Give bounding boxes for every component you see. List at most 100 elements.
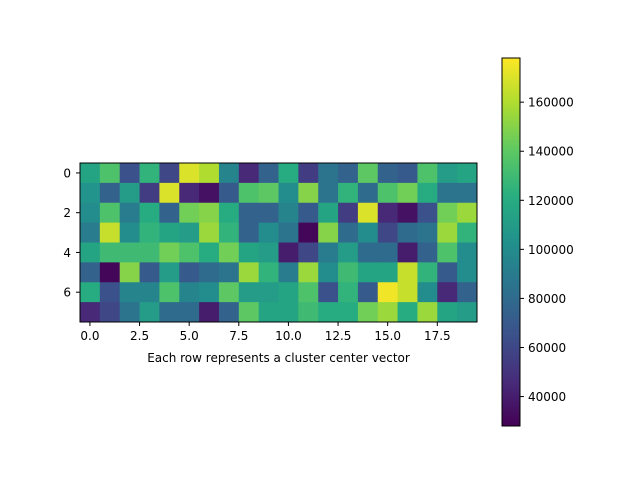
heatmap-cell — [99, 163, 121, 184]
heatmap-cell — [258, 163, 279, 184]
heatmap-cell — [139, 302, 160, 323]
y-tick-label: 6 — [63, 286, 71, 300]
heatmap-cell — [179, 163, 200, 184]
heatmap-cell — [357, 182, 379, 204]
heatmap-cell — [119, 182, 140, 204]
heatmap-cell — [457, 163, 478, 184]
heatmap-cell — [357, 302, 379, 323]
heatmap-cell — [99, 282, 121, 303]
heatmap-cell — [258, 242, 279, 263]
heatmap-cell — [357, 202, 379, 224]
heatmap-cell — [119, 242, 140, 263]
heatmap-cell — [318, 222, 339, 243]
heatmap-cell — [258, 222, 279, 243]
heatmap-cell — [377, 163, 398, 184]
heatmap-cell — [80, 282, 101, 303]
y-tick-label: 0 — [63, 166, 71, 180]
heatmap-cell — [457, 182, 478, 204]
heatmap-cell — [377, 282, 398, 303]
heatmap-cell — [338, 222, 359, 243]
heatmap-cell — [80, 262, 101, 283]
heatmap-cell — [139, 202, 160, 224]
heatmap-cell — [258, 182, 279, 204]
heatmap-cell — [258, 262, 279, 283]
heatmap-cell — [159, 282, 180, 303]
heatmap-cell — [139, 222, 160, 243]
heatmap-cell — [199, 222, 220, 243]
heatmap-cell — [338, 163, 359, 184]
heatmap-cell — [397, 163, 418, 184]
heatmap-cell — [377, 182, 398, 204]
heatmap-cell — [199, 163, 220, 184]
heatmap-cell — [238, 262, 260, 283]
heatmap-cell — [417, 222, 438, 243]
heatmap-cell — [159, 202, 180, 224]
x-axis-label: Each row represents a cluster center vec… — [147, 351, 410, 365]
heatmap-cell — [457, 262, 478, 283]
heatmap-cell — [397, 182, 418, 204]
colorbar-tick-label: 60000 — [528, 341, 566, 355]
heatmap-cell — [417, 182, 438, 204]
heatmap-cell — [377, 242, 398, 263]
heatmap-cell — [417, 202, 438, 224]
heatmap-cell — [357, 222, 379, 243]
heatmap-cell — [199, 182, 220, 204]
heatmap-cell — [159, 182, 180, 204]
heatmap-cell — [377, 302, 398, 323]
heatmap-cell — [238, 222, 260, 243]
heatmap-cell — [417, 282, 438, 303]
heatmap-cell — [99, 182, 121, 204]
colorbar-tick-label: 120000 — [528, 194, 574, 208]
heatmap-cell — [298, 163, 319, 184]
heatmap-cell — [238, 302, 260, 323]
heatmap-cell — [437, 242, 458, 263]
heatmap-cell — [139, 262, 160, 283]
heatmap-cell — [357, 262, 379, 283]
heatmap-cell — [457, 302, 478, 323]
heatmap-cell — [218, 163, 240, 184]
heatmap-cell — [80, 163, 101, 184]
heatmap-cell — [338, 182, 359, 204]
heatmap-cell — [298, 222, 319, 243]
heatmap-cell — [298, 242, 319, 263]
heatmap-cell — [179, 182, 200, 204]
heatmap-cell — [318, 302, 339, 323]
x-tick-label: 5.0 — [180, 329, 199, 343]
heatmap-cell — [338, 302, 359, 323]
heatmap-cell — [199, 242, 220, 263]
heatmap-cell — [119, 202, 140, 224]
heatmap-cell — [318, 163, 339, 184]
heatmap-cell — [278, 262, 299, 283]
colorbar-tick-label: 40000 — [528, 390, 566, 404]
heatmap-cell — [457, 222, 478, 243]
heatmap-cell — [417, 163, 438, 184]
heatmap-cell — [437, 262, 458, 283]
heatmap-cell — [338, 262, 359, 283]
heatmap-cell — [99, 302, 121, 323]
heatmap-cell — [119, 262, 140, 283]
heatmap-cell — [397, 242, 418, 263]
heatmap-cell — [179, 302, 200, 323]
colorbar — [501, 57, 521, 427]
heatmap-cell — [179, 282, 200, 303]
heatmap-cell — [338, 242, 359, 263]
heatmap-cell — [159, 222, 180, 243]
x-tick-label: 7.5 — [229, 329, 248, 343]
heatmap-cell — [457, 202, 478, 224]
heatmap-cell — [397, 302, 418, 323]
heatmap-cell — [139, 163, 160, 184]
plot-frame — [79, 162, 478, 323]
heatmap-cell — [397, 202, 418, 224]
colorbar-tick-label: 80000 — [528, 292, 566, 306]
heatmap-cell — [218, 202, 240, 224]
heatmap-cell — [417, 242, 438, 263]
x-tick-label: 0.0 — [80, 329, 99, 343]
heatmap-cell — [278, 222, 299, 243]
heatmap-cells — [80, 163, 478, 323]
heatmap-cell — [119, 222, 140, 243]
x-tick-label: 10.0 — [275, 329, 302, 343]
y-axis: 0 2 4 6 — [63, 166, 80, 300]
heatmap-cell — [258, 202, 279, 224]
heatmap-cell — [139, 242, 160, 263]
heatmap-cell — [99, 262, 121, 283]
